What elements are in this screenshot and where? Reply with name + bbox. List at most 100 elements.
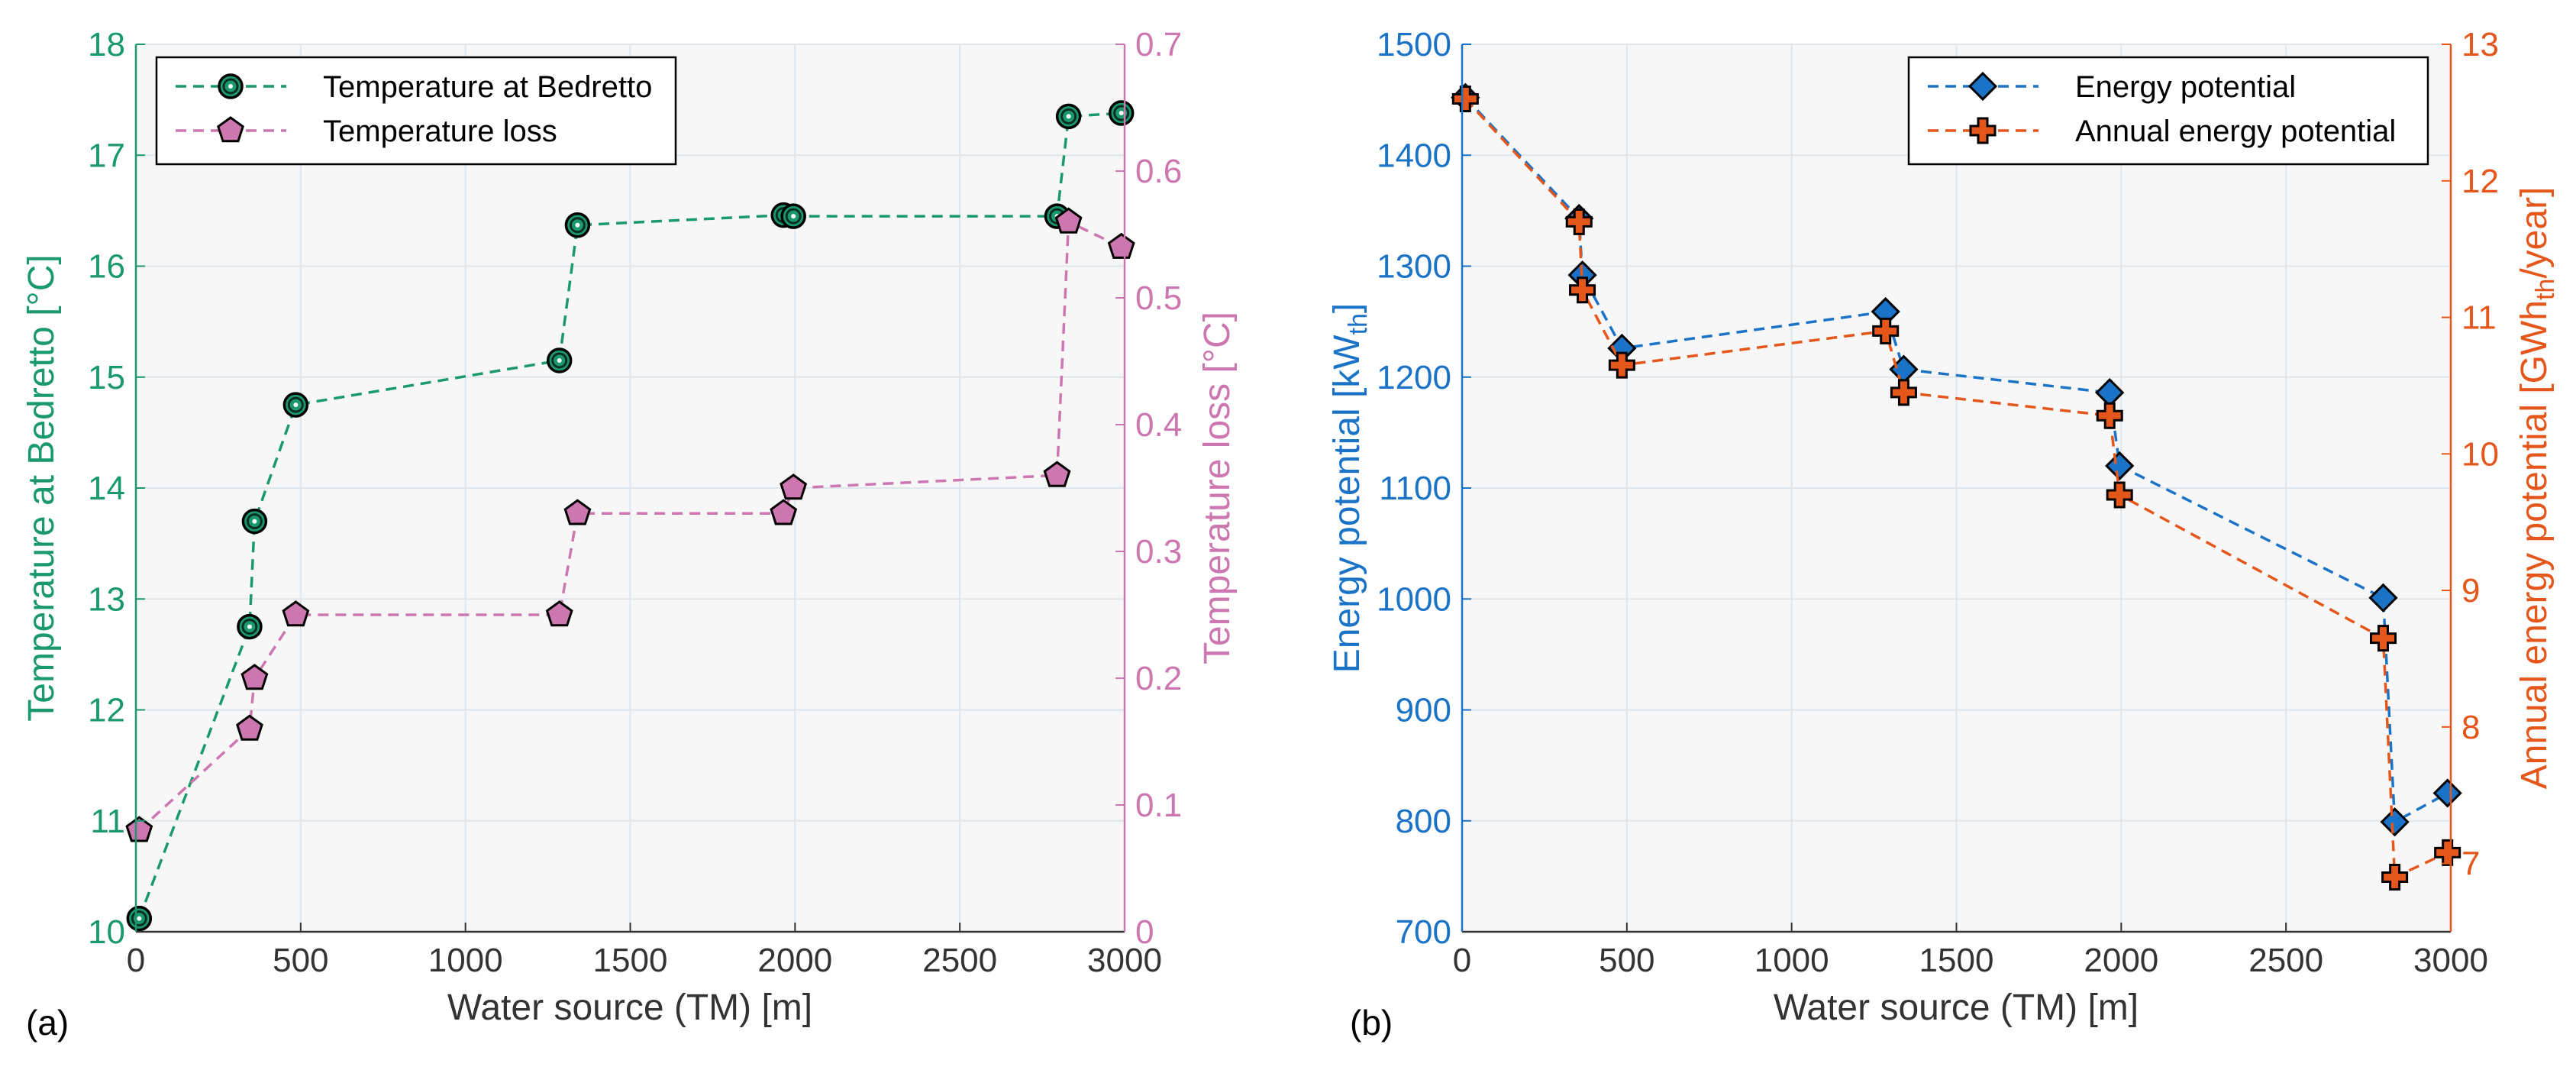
panel-b-annual-energy-potential-point xyxy=(1565,208,1593,235)
panel-b-energy-potential-point xyxy=(2368,583,2398,613)
panel-b-legend-box xyxy=(1907,56,2429,166)
panel-a-y-right-label: Temperature loss [°C] xyxy=(1197,312,1238,664)
panel-a-legend-temperature-at-bedretto-marker xyxy=(218,73,244,99)
panel-b-y-right-tick-label: 12 xyxy=(2461,163,2499,200)
panel-b-y-left-tick-label: 1300 xyxy=(1377,248,1451,286)
panel-a-temperature-at-bedretto-point xyxy=(241,508,268,535)
panel-b-y-right-tick-label: 13 xyxy=(2461,26,2499,63)
panel-b-series xyxy=(1451,82,2462,891)
panel-a-temperature-at-bedretto-point xyxy=(564,212,591,238)
panel-a-y-right-tick-label: 0.5 xyxy=(1135,280,1182,317)
panel-a-legend-temperature-loss-label: Temperature loss xyxy=(323,115,557,148)
panel-a-x-tick-label: 1000 xyxy=(428,942,503,979)
panel-a-y-right-tick-label: 0.3 xyxy=(1135,533,1182,571)
panel-a-temperature-loss-point xyxy=(563,499,592,525)
panel-a-x-tick-label: 0 xyxy=(127,942,145,979)
panel-a-temperature-loss-point xyxy=(545,600,573,627)
panel-a-temperature-loss-point xyxy=(770,499,798,525)
panel-b-x-tick-label: 500 xyxy=(1599,942,1654,979)
panel-a-temperature-at-bedretto-point xyxy=(282,392,309,418)
panel-b-y-left-tick-label: 1000 xyxy=(1377,580,1451,618)
panel-a-legend-temperature-at-bedretto-label: Temperature at Bedretto xyxy=(323,70,652,104)
panel-a-y-left-tick-label: 16 xyxy=(88,248,125,286)
panel-b-x-axis-label: Water source (TM) [m] xyxy=(1774,988,2139,1028)
panel-b-energy-potential-point xyxy=(2432,778,2462,808)
panel-a-temperature-at-bedretto-line xyxy=(137,112,1122,920)
panel-a-y-left-tick-label: 11 xyxy=(90,803,125,840)
panel-a-temperature-loss-point xyxy=(1054,207,1083,234)
panel-a-tag: (a) xyxy=(26,1003,69,1043)
panel-a-temperature-loss-point xyxy=(282,600,310,627)
panel-b-legend-annual-energy-potential-marker xyxy=(1969,117,1997,144)
panel-a-legend-temperature-loss-marker xyxy=(217,116,244,143)
panel-b-y-right-tick-label: 10 xyxy=(2461,435,2499,473)
panel-a-x-tick-label: 500 xyxy=(273,942,328,979)
panel-b-annual-energy-potential-point xyxy=(1451,86,1479,113)
panel-b-y-right-label: Annual energy potential [GWhth/year] xyxy=(2514,187,2560,790)
panel-b-energy-potential-point xyxy=(2105,451,2135,481)
panel-b-y-left-label-sub: th xyxy=(1344,313,1373,335)
panel-b-y-left-tick-label: 700 xyxy=(1396,913,1451,951)
panel-b-y-right-tick-label: 9 xyxy=(2461,572,2480,609)
panel-b-legend-energy-potential-marker xyxy=(1968,71,1998,102)
panel-b-grid xyxy=(1461,44,2452,933)
panel-b-x-tick-label: 2000 xyxy=(2084,942,2158,979)
panel-a-temperature-at-bedretto-point xyxy=(237,613,263,640)
panel-b-annual-energy-potential-point xyxy=(2381,863,2409,891)
panel-b-x-tick-label: 1000 xyxy=(1754,942,1829,979)
panel-a-y-right-tick-label: 0.1 xyxy=(1135,787,1182,824)
panel-a-legend: Temperature at Bedretto Temperature loss xyxy=(155,56,677,166)
panel-a-y-left-tick-label: 17 xyxy=(88,137,125,174)
panel-b-legend-annual-energy-potential-label: Annual energy potential xyxy=(2075,115,2396,148)
panel-b-y-left-tick-label: 1200 xyxy=(1377,359,1451,396)
panel-a-y-right-tick-label: 0.4 xyxy=(1135,406,1182,444)
panel-a-temperature-loss-point xyxy=(1107,232,1135,259)
panel-b-y-left-tick-label: 1500 xyxy=(1377,26,1451,63)
panel-a-temperature-loss-point xyxy=(240,664,269,690)
panel-a-y-left-label: Temperature at Bedretto [°C] xyxy=(21,254,62,721)
panel-b-x-tick-label: 0 xyxy=(1453,942,1471,979)
panel-a-temperature-at-bedretto-point xyxy=(780,203,806,229)
panel-a-axes: 0 500 1000 1500 2000 2500 3000 10 11 12 13 14 15 16 17… xyxy=(88,26,1182,979)
panel-a-temperature-loss-point xyxy=(236,714,263,741)
panel-a-temperature-at-bedretto-point xyxy=(1055,103,1082,130)
panel-b-y-right-tick-label: 11 xyxy=(2461,299,2497,337)
panel-b-energy-potential-point xyxy=(2380,807,2410,837)
panel-a: 0 500 1000 1500 2000 2500 3000 10 11 12 13 14 15 16 17… xyxy=(21,26,1238,1043)
panel-b-legend: Energy potential Annual energy potential xyxy=(1907,56,2429,166)
panel-a-x-tick-label: 2500 xyxy=(922,942,997,979)
panel-a-temperature-at-bedretto-point xyxy=(1108,100,1135,126)
panel-b-annual-energy-potential-point xyxy=(1608,351,1635,379)
panel-b-annual-energy-potential-point xyxy=(1872,317,1900,344)
panel-b-annual-energy-potential-point xyxy=(2434,839,2461,866)
panel-b-annual-energy-potential-point xyxy=(2096,402,2123,429)
panel-a-y-left-tick-label: 15 xyxy=(88,359,125,396)
panel-b-y-left-label: Energy potential [kWth] xyxy=(1327,303,1373,674)
panel-b-y-left-label-main: Energy potential [kW xyxy=(1327,335,1367,674)
panel-b-y-right-tick-label: 8 xyxy=(2461,709,2480,746)
panel-b-annual-energy-potential-point xyxy=(1569,276,1596,304)
panel-a-temperature-loss-point xyxy=(125,816,153,842)
panel-a-temperature-loss-line xyxy=(138,219,1122,832)
panel-b-y-right-label-main: Annual energy potential [GWh xyxy=(2514,300,2555,789)
panel-a-temperature-loss-point xyxy=(780,474,808,500)
panel-b-y-right-label-sub: th xyxy=(2531,279,2560,300)
panel-a-x-tick-label: 3000 xyxy=(1087,942,1162,979)
panel-a-y-left-tick-label: 14 xyxy=(88,470,125,507)
panel-b-x-tick-label: 1500 xyxy=(1919,942,1994,979)
panel-a-x-tick-label: 1500 xyxy=(593,942,668,979)
panel-b-x-tick-label: 3000 xyxy=(2413,942,2488,979)
panel-a-temperature-loss-point xyxy=(1043,461,1071,487)
panel-a-legend-box xyxy=(155,56,677,166)
panel-a-y-left-tick-label: 10 xyxy=(88,913,125,951)
panel-a-temperature-at-bedretto-point xyxy=(546,348,573,373)
panel-b-y-left-tick-label: 1400 xyxy=(1377,137,1451,174)
panel-b-axes: 0 500 1000 1500 2000 2500 3000 700 800 900 1000 110… xyxy=(1377,26,2499,979)
panel-a-series xyxy=(125,100,1135,932)
panel-a-temperature-at-bedretto-point xyxy=(126,905,153,932)
panel-a-x-tick-label: 2000 xyxy=(757,942,832,979)
panel-a-y-right-tick-label: 0.2 xyxy=(1135,660,1182,697)
panel-b-y-left-tick-label: 1100 xyxy=(1379,470,1451,507)
panel-a-y-left-tick-label: 13 xyxy=(88,580,125,618)
